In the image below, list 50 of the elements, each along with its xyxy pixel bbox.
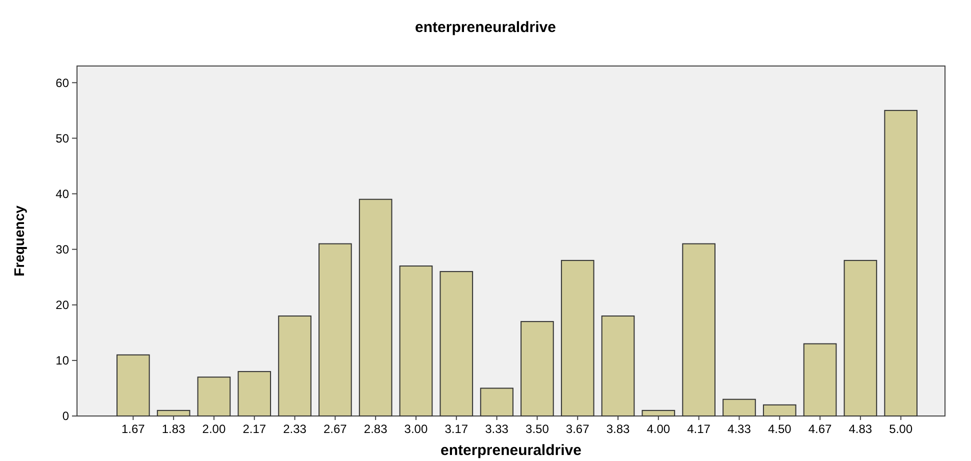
- y-tick-label: 50: [56, 131, 70, 146]
- x-tick-label: 4.33: [728, 422, 752, 436]
- x-axis-title: enterpreneuraldrive: [440, 442, 582, 459]
- bar: [440, 271, 474, 416]
- y-axis-title: Frequency: [11, 205, 27, 276]
- bar: [480, 388, 514, 416]
- x-tick-label: 3.33: [485, 422, 509, 436]
- bar: [116, 354, 150, 416]
- bar: [238, 371, 272, 416]
- bar: [844, 260, 878, 416]
- bar: [318, 243, 352, 416]
- y-tick-label: 60: [56, 76, 70, 90]
- bar: [358, 198, 392, 416]
- x-tick-label: 4.83: [848, 422, 872, 436]
- y-tick-label: 0: [62, 409, 70, 424]
- y-tick-label: 40: [56, 186, 70, 201]
- x-tick-label: 3.50: [526, 422, 550, 436]
- bar: [803, 343, 837, 416]
- x-tick-label: 4.67: [808, 422, 832, 436]
- bar: [560, 260, 594, 416]
- bar: [601, 316, 635, 416]
- x-tick-label: 4.00: [646, 422, 670, 436]
- x-tick-label: 3.67: [566, 422, 590, 436]
- bar: [399, 266, 433, 416]
- x-tick-label: 5.00: [889, 422, 913, 436]
- bar: [520, 321, 554, 416]
- x-tick-label: 3.00: [404, 422, 428, 436]
- x-tick-label: 2.17: [242, 422, 266, 436]
- bar: [156, 410, 190, 416]
- x-tick-label: 4.17: [687, 422, 711, 436]
- x-tick-label: 2.00: [202, 422, 226, 436]
- x-tick-label: 1.83: [162, 422, 186, 436]
- bar: [642, 410, 676, 416]
- x-tick-label: 2.33: [283, 422, 307, 436]
- bar: [682, 243, 716, 416]
- y-tick-label: 10: [56, 354, 70, 368]
- bar: [884, 110, 918, 416]
- x-tick-label: 4.50: [768, 422, 792, 436]
- bar: [197, 376, 231, 416]
- y-tick-label: 20: [56, 298, 70, 312]
- x-tick-label: 3.83: [606, 422, 630, 436]
- x-tick-label: 3.17: [444, 422, 468, 436]
- chart-title: enterpreneuraldrive: [415, 19, 556, 36]
- bar: [722, 398, 756, 416]
- y-tick-label: 30: [56, 242, 70, 257]
- x-tick-label: 2.67: [324, 422, 348, 436]
- x-tick-label: 1.67: [121, 422, 146, 436]
- bar: [762, 404, 796, 416]
- bar: [278, 316, 312, 416]
- x-tick-label: 2.83: [364, 422, 388, 436]
